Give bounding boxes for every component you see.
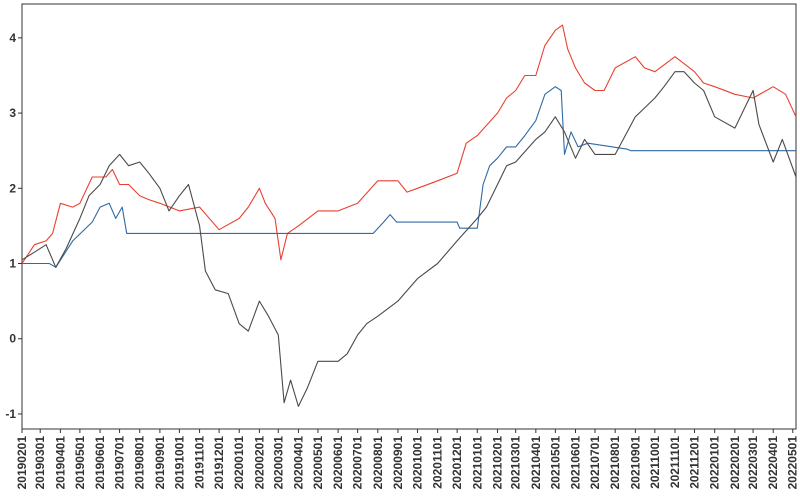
- x-tick-label: 20201201: [450, 436, 464, 490]
- x-tick-label: 20191201: [212, 436, 226, 490]
- x-tick-label: 20190501: [73, 436, 87, 490]
- y-tick-label: 1: [9, 257, 16, 271]
- x-tick-label: 20200301: [271, 436, 285, 490]
- series-line-2: [22, 86, 796, 268]
- x-tick-label: 20200501: [311, 436, 325, 490]
- y-tick-label: 0: [9, 332, 16, 346]
- series-line-1: [21, 24, 797, 264]
- y-tick-label: 2: [9, 181, 16, 195]
- x-tick-label: 20210601: [569, 436, 583, 490]
- x-tick-label: 20201001: [410, 436, 424, 490]
- x-tick-label: 20190201: [15, 436, 29, 490]
- x-tick-label: 20210501: [548, 436, 562, 490]
- x-tick-label: 20220201: [728, 436, 742, 490]
- x-tick-label: 20190601: [93, 436, 107, 490]
- x-tick-label: 20200701: [351, 436, 365, 490]
- x-tick-label: 20210401: [529, 436, 543, 490]
- x-tick-label: 20200801: [371, 436, 385, 490]
- x-tick-label: 20200401: [291, 436, 305, 490]
- x-tick-label: 20210901: [628, 436, 642, 490]
- x-tick-label: 20200901: [391, 436, 405, 490]
- y-tick-label: -1: [5, 407, 16, 421]
- x-tick-label: 20201101: [431, 436, 445, 489]
- x-tick-label: 20210701: [588, 436, 602, 490]
- x-tick-label: 20190301: [33, 436, 47, 490]
- x-tick-label: 20211201: [688, 436, 702, 489]
- x-tick-label: 20190801: [133, 436, 147, 490]
- x-tick-label: 20211001: [648, 436, 662, 489]
- plot-frame: [21, 3, 797, 430]
- x-tick-label: 20211101: [668, 436, 682, 488]
- x-tick-label: 20190701: [113, 436, 127, 490]
- x-tick-label: 20190901: [153, 436, 167, 490]
- x-tick-label: 20220301: [746, 436, 760, 490]
- y-tick-label: 4: [9, 31, 16, 45]
- x-tick-label: 20190401: [53, 436, 67, 490]
- x-tick-label: 20210801: [608, 436, 622, 490]
- series-layer: [21, 24, 797, 407]
- x-tick-label: 20220101: [708, 436, 722, 490]
- x-tick-label: 20220501: [786, 436, 800, 490]
- x-axis: 20190201 20190301 20190401 20190501 20190601…: [15, 429, 800, 489]
- x-tick-label: 20200201: [252, 436, 266, 490]
- y-axis: -1 0 1 2 3 4: [5, 31, 22, 421]
- x-tick-label: 20220401: [766, 436, 780, 490]
- x-tick-label: 20200101: [232, 436, 246, 490]
- x-tick-label: 20210201: [490, 436, 504, 490]
- x-tick-label: 20191001: [172, 436, 186, 490]
- series-line-3: [21, 71, 797, 407]
- x-tick-label: 20200601: [331, 436, 345, 490]
- y-tick-label: 3: [9, 106, 16, 120]
- x-tick-label: 20210101: [470, 436, 484, 490]
- x-tick-label: 20191101: [193, 436, 207, 489]
- x-tick-label: 20210301: [509, 436, 523, 490]
